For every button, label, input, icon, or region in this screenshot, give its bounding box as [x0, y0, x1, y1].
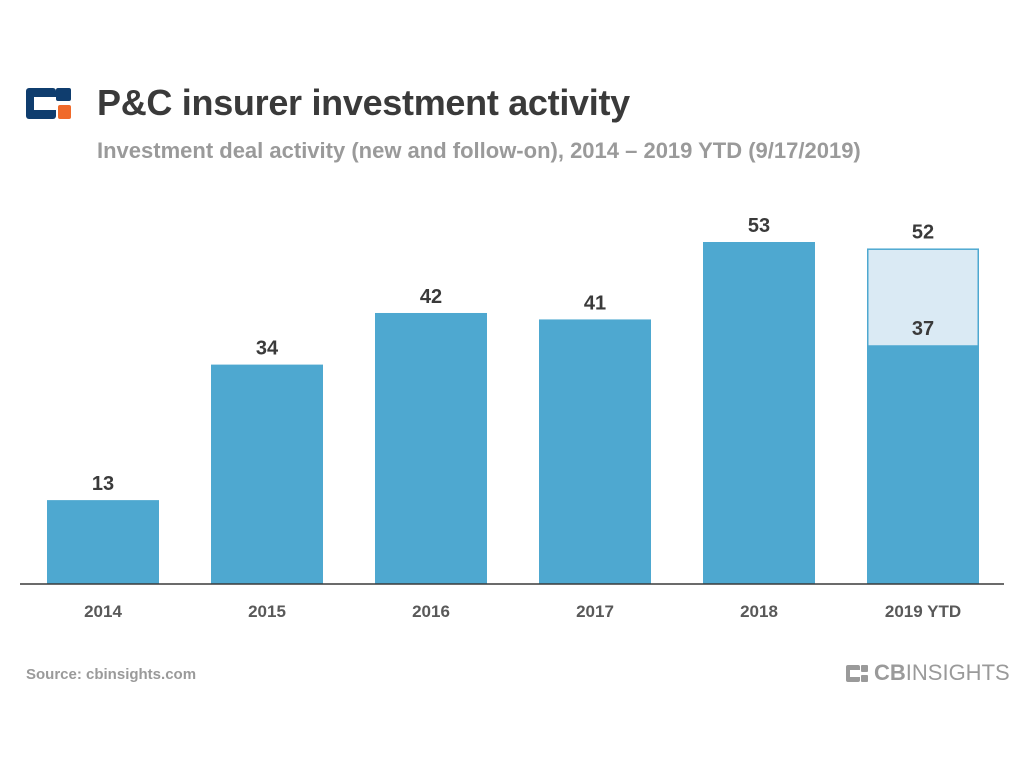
bar-value-label-2: 42 — [420, 286, 442, 308]
bar-0 — [47, 500, 159, 584]
bar-value-label-5: 37 — [912, 318, 934, 340]
bar-projected-label-5: 52 — [912, 221, 934, 243]
chart-title: P&C insurer investment activity — [97, 82, 630, 123]
chart-subtitle: Investment deal activity (new and follow… — [97, 138, 861, 163]
bar-value-label-1: 34 — [256, 338, 279, 360]
bar-value-label-3: 41 — [584, 292, 606, 314]
bar-1 — [211, 364, 323, 584]
x-tick-label-4: 2018 — [740, 602, 778, 621]
x-tick-label-2: 2016 — [412, 602, 450, 621]
brand-name-bold: CB — [874, 660, 906, 685]
cb-insights-logo-icon — [26, 88, 71, 119]
x-tick-label-0: 2014 — [84, 602, 122, 621]
brand-logo: CB INSIGHTS — [846, 660, 1010, 686]
bar-2 — [375, 312, 487, 584]
brand-name-rest: INSIGHTS — [905, 660, 1010, 685]
bar-3 — [539, 319, 651, 584]
x-tick-label-3: 2017 — [576, 602, 614, 621]
x-tick-label-1: 2015 — [248, 602, 286, 621]
bar-4 — [703, 242, 815, 584]
bar-5 — [867, 345, 979, 584]
bar-value-label-4: 53 — [748, 215, 770, 237]
bar-value-label-0: 13 — [92, 473, 114, 495]
source-note: Source: cbinsights.com — [26, 666, 197, 683]
cb-brand-icon — [846, 664, 868, 682]
x-tick-label-5: 2019 YTD — [885, 602, 961, 621]
